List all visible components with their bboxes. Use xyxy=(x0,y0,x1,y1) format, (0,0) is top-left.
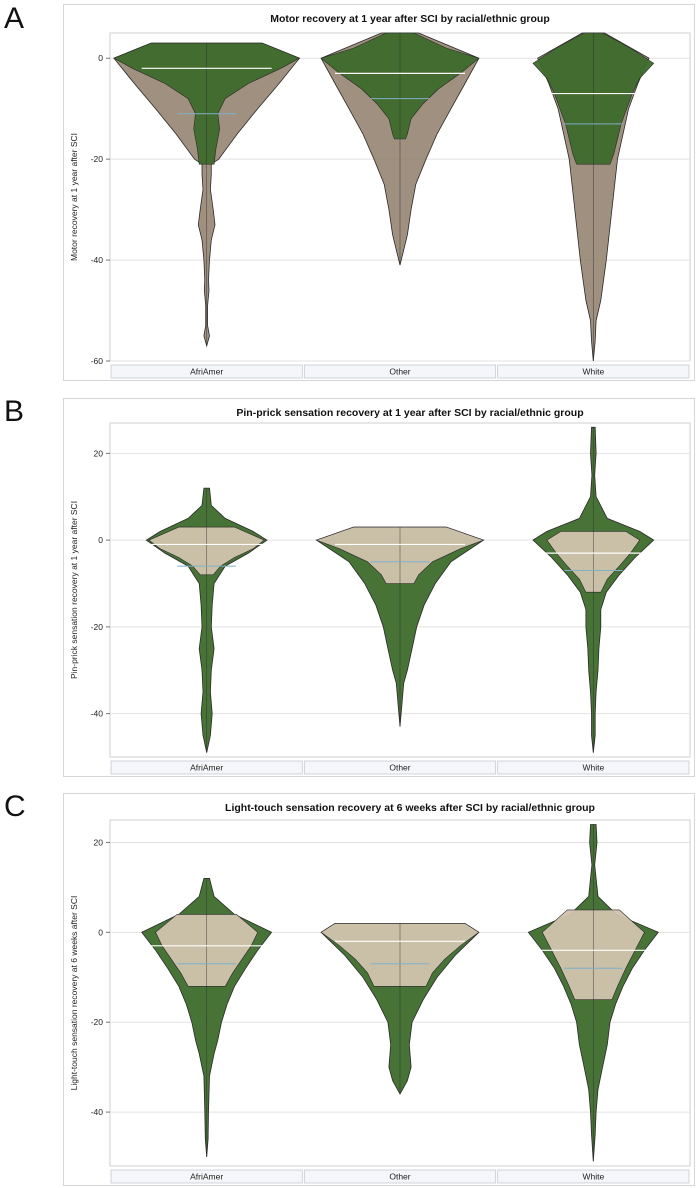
y-tick-label: 0 xyxy=(98,535,103,545)
chart-title: Light-touch sensation recovery at 6 week… xyxy=(225,802,595,814)
y-tick-label: -60 xyxy=(91,356,104,366)
y-tick-label: -40 xyxy=(91,709,104,719)
category-label-white: White xyxy=(582,763,604,773)
category-label-other: Other xyxy=(389,763,410,773)
violin-other xyxy=(315,526,485,727)
chart-title: Pin-prick sensation recovery at 1 year a… xyxy=(236,407,583,419)
violin-white xyxy=(528,426,659,753)
category-label-afriamer: AfriAmer xyxy=(190,763,223,773)
category-cell xyxy=(303,1169,497,1184)
y-tick-label: -20 xyxy=(91,622,104,632)
category-label-afriamer: AfriAmer xyxy=(190,367,223,377)
y-tick-label: -20 xyxy=(91,154,104,164)
y-tick-label: 0 xyxy=(98,927,103,937)
category-cell xyxy=(497,760,690,775)
category-cell xyxy=(303,364,497,379)
category-cell xyxy=(497,1169,690,1184)
chart-panel-c: Light-touch sensation recovery at 6 week… xyxy=(63,793,695,1186)
panel-letter-a: A xyxy=(4,2,25,35)
violin-white xyxy=(528,32,659,362)
chart-svg-c: Light-touch sensation recovery at 6 week… xyxy=(69,802,691,1184)
category-cell xyxy=(303,760,497,775)
category-cell xyxy=(110,1169,303,1184)
chart-panel-b: Pin-prick sensation recovery at 1 year a… xyxy=(63,398,695,777)
y-tick-label: 0 xyxy=(98,53,103,63)
category-label-other: Other xyxy=(389,1172,410,1182)
violin-afriamer xyxy=(141,878,273,1158)
chart-svg-b: Pin-prick sensation recovery at 1 year a… xyxy=(69,407,691,775)
y-tick-label: -20 xyxy=(91,1017,104,1027)
y-tick-label: -40 xyxy=(91,255,104,265)
y-tick-label: -40 xyxy=(91,1107,104,1117)
violin-other xyxy=(320,923,480,1095)
category-label-white: White xyxy=(582,1172,604,1182)
violin-afriamer xyxy=(141,487,272,753)
category-label-white: White xyxy=(582,367,604,377)
panel-letter-c: C xyxy=(4,790,26,823)
category-label-afriamer: AfriAmer xyxy=(190,1172,223,1182)
y-axis-label: Pin-prick sensation recovery at 1 year a… xyxy=(69,501,79,679)
y-tick-label: 20 xyxy=(94,448,104,458)
violin-other xyxy=(320,32,480,266)
y-axis-label: Light-touch sensation recovery at 6 week… xyxy=(69,896,79,1091)
category-label-other: Other xyxy=(389,367,410,377)
chart-title: Motor recovery at 1 year after SCI by ra… xyxy=(270,13,550,25)
chart-svg-a: Motor recovery at 1 year after SCI by ra… xyxy=(69,13,691,379)
y-axis-label: Motor recovery at 1 year after SCI xyxy=(69,133,79,261)
category-cell xyxy=(110,364,303,379)
panel-letter-b: B xyxy=(4,395,25,428)
category-cell xyxy=(497,364,690,379)
chart-panel-a: Motor recovery at 1 year after SCI by ra… xyxy=(63,4,695,381)
category-cell xyxy=(110,760,303,775)
violin-afriamer xyxy=(113,42,301,348)
violin-white xyxy=(527,824,659,1162)
y-tick-label: 20 xyxy=(94,837,104,847)
